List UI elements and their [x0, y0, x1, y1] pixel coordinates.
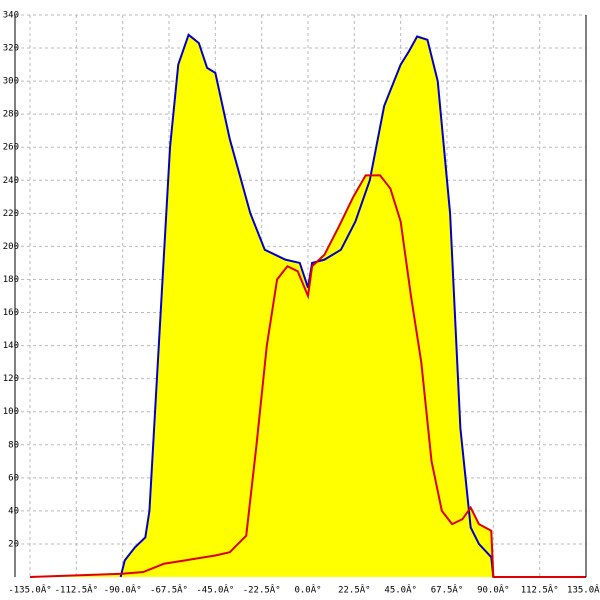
y-tick-label: 180: [3, 275, 19, 285]
x-tick-label: 45.0Â°: [384, 584, 417, 596]
x-tick-label: -22.5Â°: [243, 584, 281, 596]
area: [30, 175, 586, 577]
y-tick-label: 260: [3, 143, 19, 153]
x-tick-label: -45.0Â°: [196, 584, 234, 596]
y-tick-label: 240: [3, 176, 19, 186]
x-tick-label: -112.5Â°: [55, 584, 98, 596]
y-tick-label: 20: [8, 539, 19, 549]
y-tick-label: 100: [3, 407, 19, 417]
y-tick-label: 60: [8, 473, 19, 483]
y-tick-label: 120: [3, 374, 19, 384]
x-tick-label: 135.0Â°: [567, 584, 600, 596]
y-tick-label: 320: [3, 44, 19, 54]
y-tick-label: 220: [3, 209, 19, 219]
y-tick-label: 40: [8, 506, 19, 516]
y-tick-label: 280: [3, 110, 19, 120]
x-tick-label: 22.5Â°: [338, 584, 371, 596]
y-tick-label: 80: [8, 440, 19, 450]
x-tick-label: 0.0Â°: [294, 584, 321, 596]
line: [119, 33, 495, 578]
x-tick-label: 90.0Â°: [477, 584, 510, 596]
x-tick-label: -135.0Â°: [8, 584, 51, 596]
line: [29, 174, 586, 578]
x-tick-label: 112.5Â°: [521, 584, 559, 596]
y-tick-label: 200: [3, 242, 19, 252]
y-tick-label: 140: [3, 341, 19, 351]
y-tick-label: 340: [3, 11, 19, 21]
y-tick-label: 300: [3, 77, 19, 87]
x-tick-label: -90.0Â°: [104, 584, 142, 596]
x-tick-label: 67.5Â°: [431, 584, 464, 596]
x-tick-label: -67.5Â°: [150, 584, 188, 596]
y-tick-label: 160: [3, 308, 19, 318]
